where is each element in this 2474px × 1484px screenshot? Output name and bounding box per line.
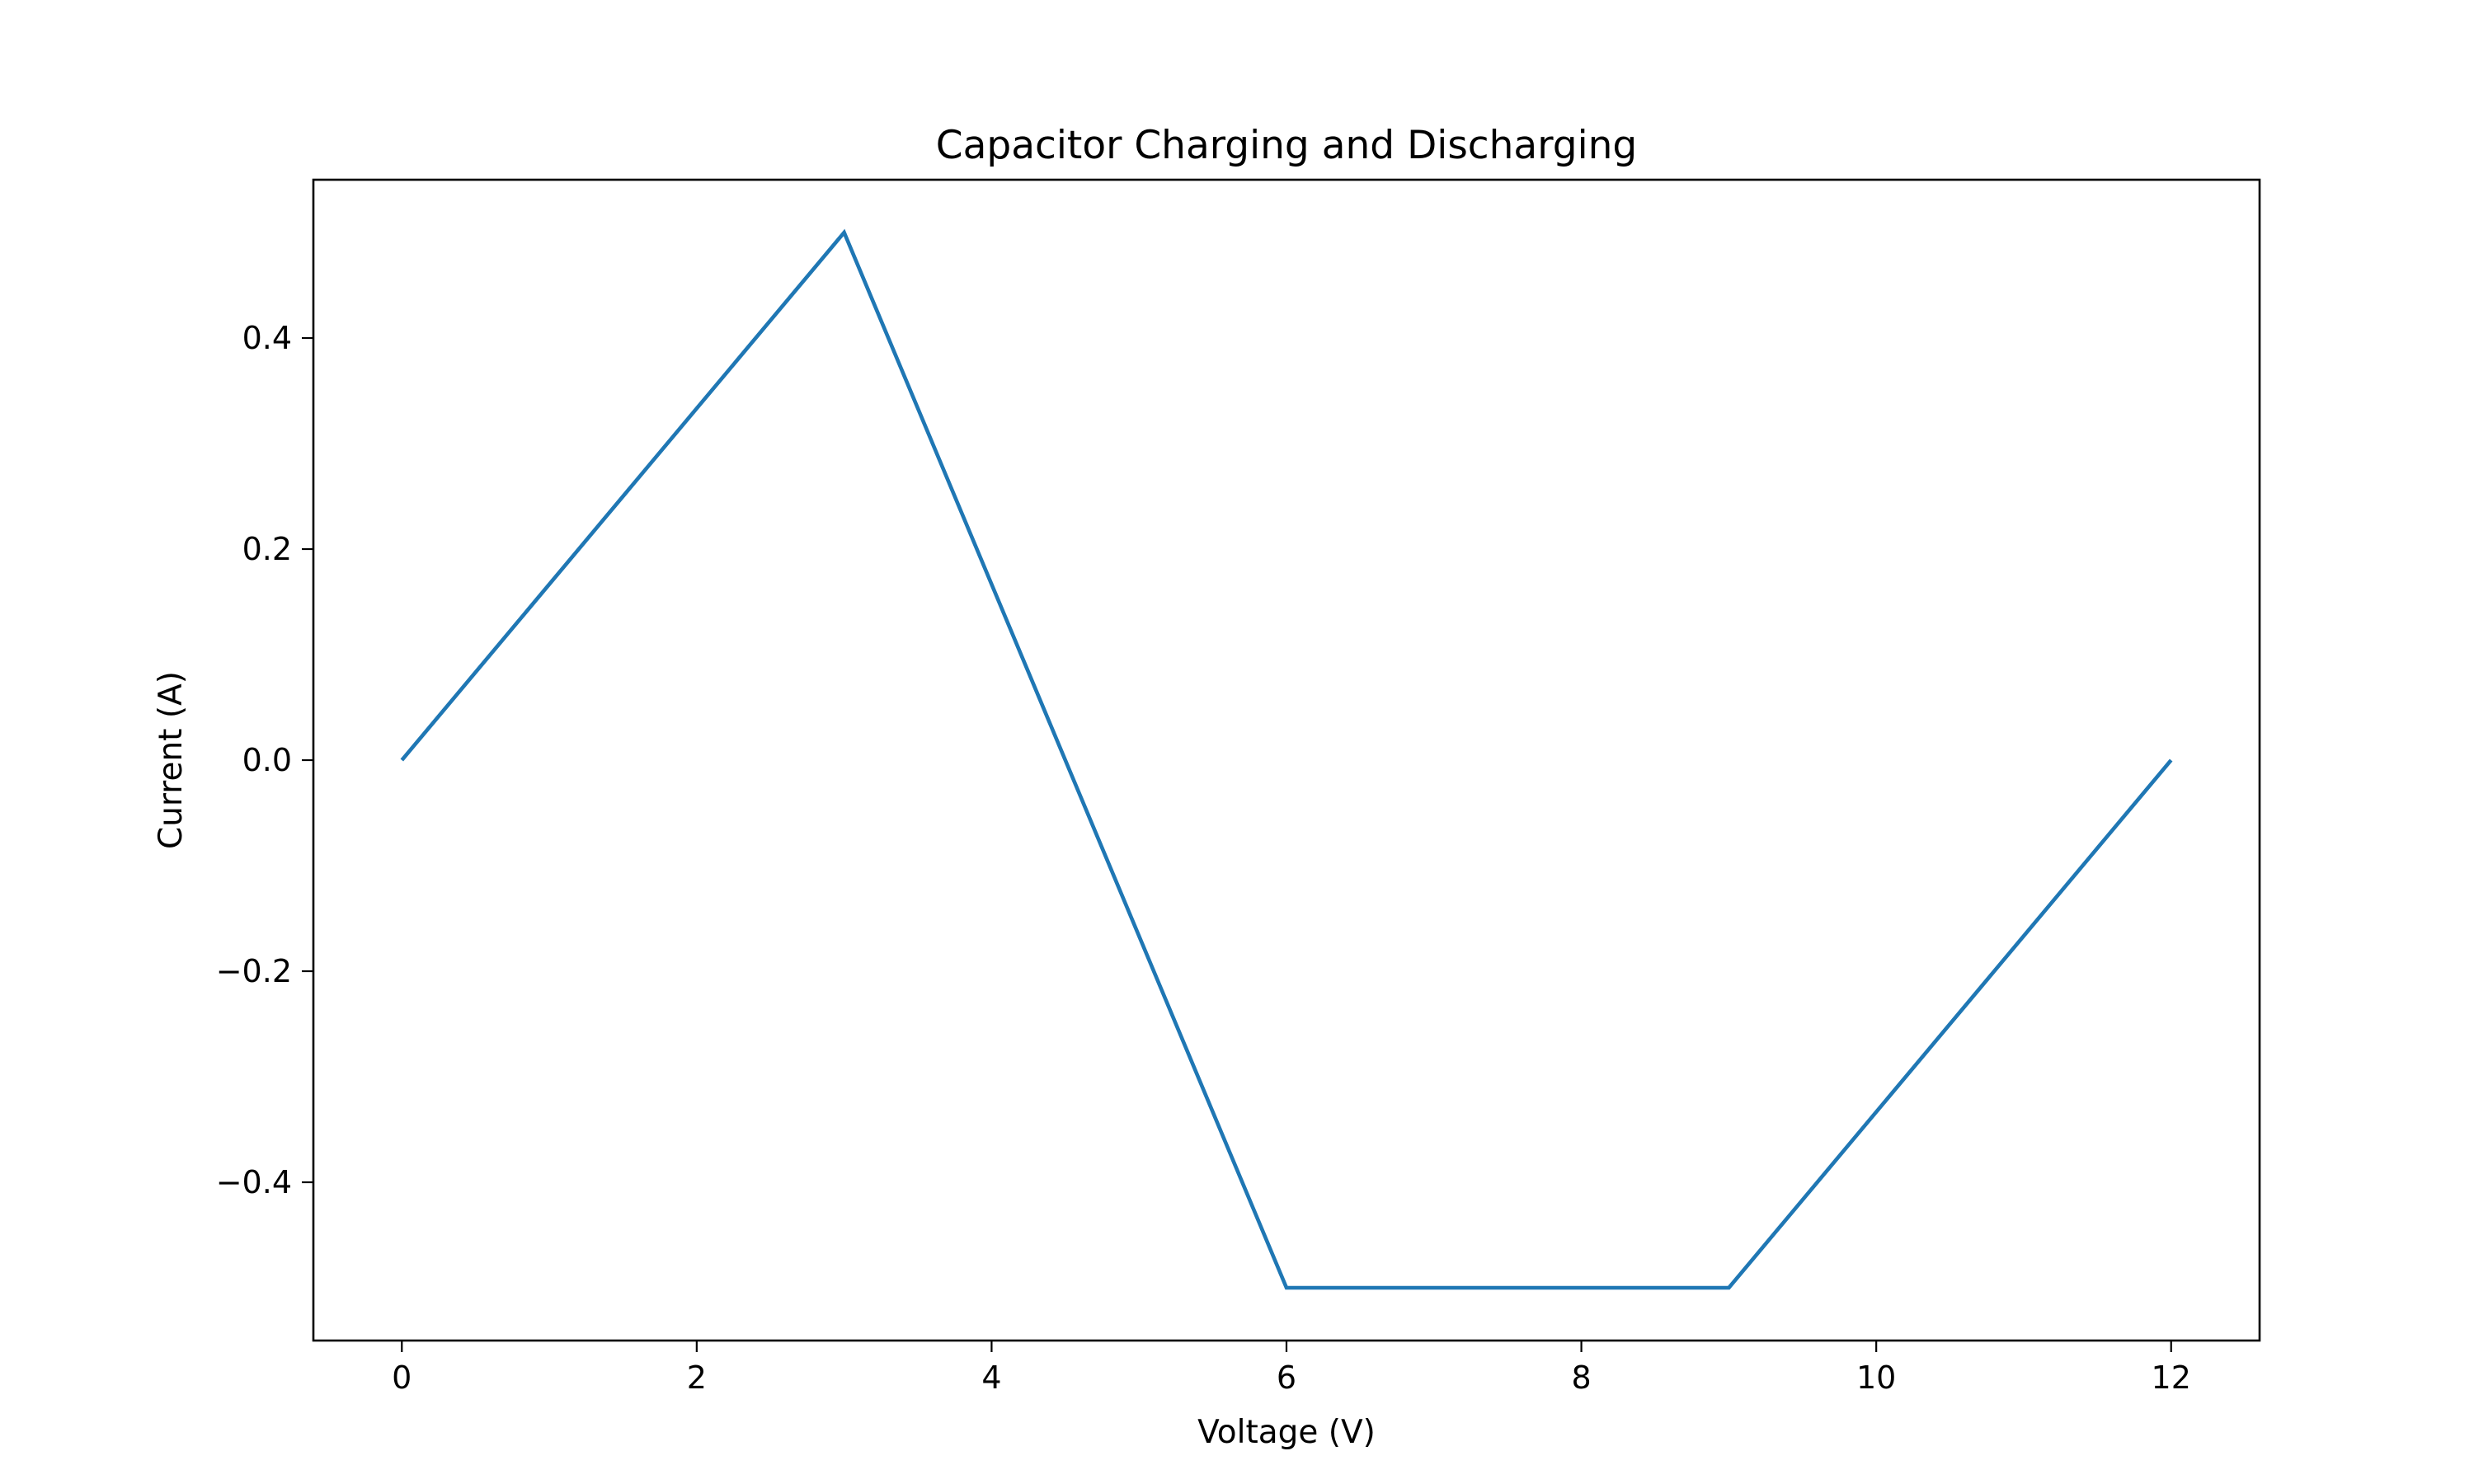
x-tick-label: 10 — [1856, 1360, 1896, 1396]
y-axis-ticks: −0.4 −0.2 0.0 0.2 0.4 — [216, 320, 313, 1200]
x-tick-label: 12 — [2152, 1360, 2191, 1396]
plot-area-background — [313, 180, 2260, 1341]
series-line-1 — [400, 228, 2173, 1290]
x-tick-label: 8 — [1571, 1360, 1591, 1396]
y-tick-label: −0.2 — [216, 953, 292, 989]
y-tick-label: 0.2 — [242, 531, 292, 567]
plot-area-frame — [312, 178, 2261, 1342]
x-axis-label: Voltage (V) — [1197, 1414, 1376, 1451]
x-tick-label: 0 — [392, 1360, 412, 1396]
chart-title: Capacitor Charging and Discharging — [936, 123, 1638, 168]
y-tick-label: 0.0 — [242, 742, 292, 778]
x-tick-label: 2 — [687, 1360, 707, 1396]
x-tick-label: 6 — [1277, 1360, 1296, 1396]
series-layer — [400, 228, 2173, 1290]
y-tick-label: 0.4 — [242, 320, 292, 356]
x-axis-ticks: 0 2 4 6 8 10 12 — [392, 1341, 2191, 1396]
y-tick-label: −0.4 — [216, 1164, 292, 1200]
y-axis-label: Current (A) — [153, 671, 190, 849]
x-tick-label: 4 — [981, 1360, 1001, 1396]
